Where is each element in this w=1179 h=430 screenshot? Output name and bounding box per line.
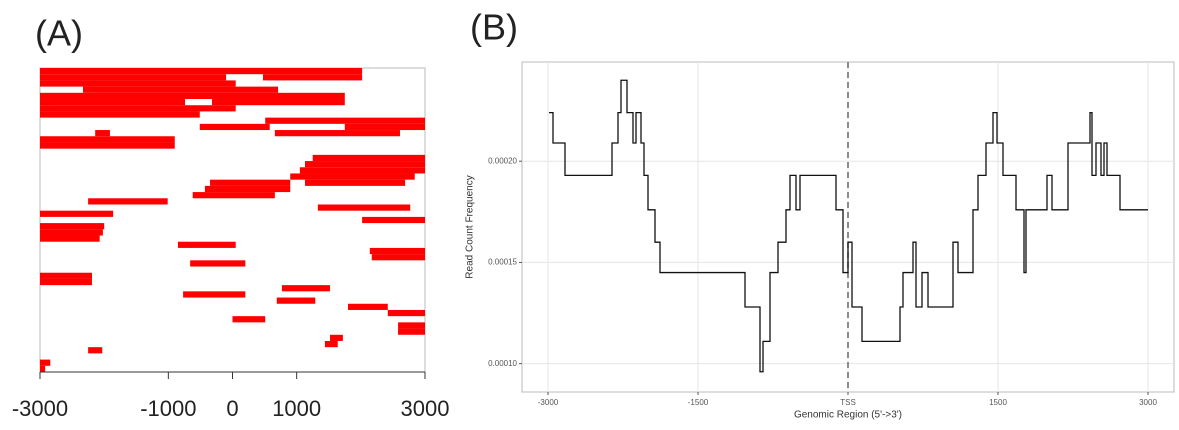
peak-bar <box>210 179 291 186</box>
peak-bar <box>88 347 103 354</box>
peak-bar <box>95 130 110 137</box>
peak-bar <box>204 185 291 193</box>
peak-bar <box>82 86 279 93</box>
x-tick-label: -1500 <box>688 398 709 407</box>
panel: -3000 -1000 0 1000 3000 (A) <box>12 13 450 421</box>
peak-bar <box>40 272 92 279</box>
peak-bar <box>317 204 411 211</box>
peak-bar <box>299 167 425 174</box>
peak-bar <box>40 111 200 118</box>
peak-bar <box>40 365 46 372</box>
x-tick-label: 1000 <box>272 396 321 421</box>
peak-bar <box>40 74 227 81</box>
peak-bar <box>330 334 343 341</box>
peak-bar <box>305 161 425 168</box>
y-tick-label: 0.00020 <box>488 156 517 165</box>
y-tick-label: 0.00015 <box>488 258 517 267</box>
peak-bar <box>398 322 425 329</box>
x-tick-label: 0 <box>226 396 238 421</box>
peak-bar <box>265 117 425 124</box>
peak-bar <box>40 223 105 230</box>
data-line <box>549 79 1148 373</box>
x-tick-label: -1000 <box>140 396 196 421</box>
peak-bar <box>211 99 345 106</box>
peak-bar <box>40 92 345 100</box>
panel-title: (B) <box>470 7 518 48</box>
panel: -3000 -1500 TSS 1500 3000 0.00010 0.00015 0.000… <box>465 7 1175 421</box>
peak-bar <box>371 254 425 261</box>
peak-bar <box>312 154 425 162</box>
peak-bar <box>88 198 168 205</box>
peak-bar <box>40 80 236 87</box>
peak-bar <box>348 303 388 310</box>
peak-bar <box>40 99 186 106</box>
x-tick-label: 3000 <box>401 396 450 421</box>
peak-bar <box>387 309 425 317</box>
peak-bar <box>262 74 363 81</box>
panel-title: (A) <box>35 13 83 54</box>
y-axis-label: Read Count Frequency <box>465 175 476 278</box>
x-tick-label: TSS <box>840 398 856 407</box>
peak-bar <box>276 297 316 304</box>
peak-bar <box>290 173 415 180</box>
peak-bar <box>40 68 363 75</box>
peak-bar <box>183 291 246 298</box>
peak-bar <box>281 285 331 292</box>
peak-bar <box>40 229 103 236</box>
x-tick-label: -3000 <box>12 396 68 421</box>
peak-bar <box>199 123 270 131</box>
y-tick-label: 0.00010 <box>488 359 517 368</box>
peak-bar <box>40 235 100 242</box>
peak-bar <box>192 192 275 199</box>
peak-bar <box>40 105 236 112</box>
peak-bar <box>177 241 236 248</box>
peak-bar <box>40 278 92 286</box>
peak-bar <box>40 210 114 217</box>
peak-bar <box>232 316 266 323</box>
x-tick-label: 1500 <box>989 398 1007 407</box>
peak-bar <box>40 136 175 143</box>
x-tick-label: 3000 <box>1139 398 1157 407</box>
x-axis-label: Genomic Region (5'->3') <box>794 410 902 421</box>
peak-bar <box>369 247 425 255</box>
peak-bar <box>40 142 175 149</box>
peak-bar <box>324 340 338 348</box>
peak-bar <box>305 179 406 186</box>
peak-bar <box>274 130 400 137</box>
peak-bar <box>362 216 425 224</box>
peak-bar <box>40 359 51 366</box>
peak-bar <box>344 123 425 131</box>
peak-bar <box>190 260 246 267</box>
x-tick-label: -3000 <box>538 398 559 407</box>
peak-bar <box>398 328 425 335</box>
